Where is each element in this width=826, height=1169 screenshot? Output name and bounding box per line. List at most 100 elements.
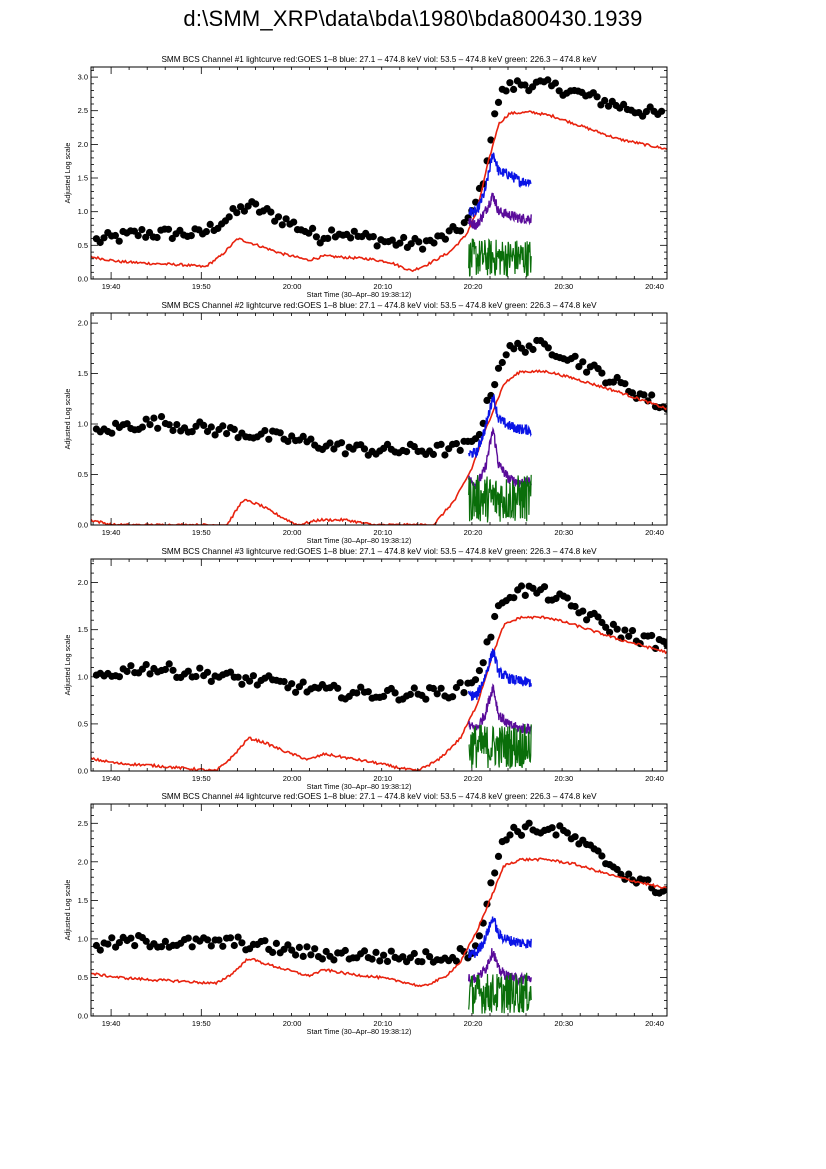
series-black bbox=[92, 76, 666, 253]
data-point bbox=[146, 421, 154, 429]
data-point bbox=[529, 345, 537, 354]
data-point bbox=[502, 836, 510, 844]
data-point bbox=[517, 582, 526, 590]
data-point bbox=[305, 229, 313, 237]
data-point bbox=[510, 594, 518, 602]
data-point bbox=[307, 435, 315, 443]
data-point bbox=[230, 941, 238, 950]
data-point bbox=[223, 430, 231, 438]
x-tick-label: 20:10 bbox=[373, 528, 392, 537]
data-point bbox=[288, 680, 296, 688]
data-point bbox=[203, 668, 212, 676]
data-point bbox=[350, 227, 358, 235]
data-point bbox=[644, 397, 652, 405]
data-point bbox=[219, 942, 227, 950]
data-point bbox=[288, 946, 296, 954]
y-tick-label: 0.5 bbox=[78, 719, 88, 728]
x-axis-label: Start Time (30–Apr–80 19:38:12) bbox=[307, 1027, 412, 1036]
series-blue bbox=[468, 152, 532, 217]
series-blue bbox=[468, 648, 532, 701]
y-axis-label: Adjusted Log scale bbox=[63, 635, 72, 696]
data-point bbox=[529, 584, 537, 592]
data-point bbox=[606, 628, 614, 636]
data-point bbox=[475, 667, 483, 675]
data-point bbox=[514, 339, 522, 347]
data-point bbox=[299, 678, 307, 686]
data-point bbox=[276, 429, 284, 437]
chart-panel-1: SMM BCS Channel #1 lightcurve red:GOES 1… bbox=[63, 55, 668, 299]
data-point bbox=[157, 943, 166, 951]
data-point bbox=[164, 225, 173, 233]
data-point bbox=[383, 440, 392, 448]
x-tick-label: 20:00 bbox=[283, 774, 302, 783]
data-point bbox=[621, 626, 629, 634]
data-point bbox=[471, 676, 480, 684]
x-tick-label: 20:10 bbox=[373, 774, 392, 783]
data-point bbox=[494, 98, 503, 106]
plot-frame bbox=[90, 312, 668, 526]
data-point bbox=[491, 612, 499, 621]
data-point bbox=[299, 432, 307, 440]
x-tick-label: 19:50 bbox=[192, 1019, 211, 1028]
plot-frame bbox=[90, 558, 668, 772]
x-tick-label: 20:10 bbox=[373, 1019, 392, 1028]
x-tick-label: 20:00 bbox=[283, 282, 302, 291]
data-point bbox=[430, 239, 438, 247]
y-tick-label: 2.5 bbox=[78, 819, 88, 828]
data-point bbox=[127, 662, 135, 670]
series-black bbox=[92, 819, 667, 966]
data-point bbox=[238, 939, 246, 947]
data-point bbox=[410, 949, 418, 958]
data-point bbox=[521, 81, 529, 89]
data-point bbox=[240, 207, 248, 215]
y-tick-label: 2.0 bbox=[78, 319, 88, 328]
data-point bbox=[594, 847, 602, 855]
series-green bbox=[468, 972, 532, 1014]
y-axis-label: Adjusted Log scale bbox=[63, 389, 72, 450]
data-point bbox=[187, 232, 195, 240]
y-tick-label: 0.0 bbox=[78, 521, 88, 530]
y-tick-label: 1.0 bbox=[78, 934, 88, 943]
data-point bbox=[211, 431, 219, 439]
data-point bbox=[625, 870, 633, 878]
data-point bbox=[312, 233, 320, 241]
data-point bbox=[583, 368, 591, 376]
data-point bbox=[184, 934, 192, 942]
data-point bbox=[290, 218, 298, 226]
data-point bbox=[544, 76, 552, 84]
data-point bbox=[292, 688, 300, 696]
data-point bbox=[330, 956, 338, 964]
data-point bbox=[525, 819, 533, 827]
data-point bbox=[604, 102, 613, 110]
data-point bbox=[134, 232, 142, 240]
x-tick-label: 20:30 bbox=[554, 1019, 573, 1028]
data-point bbox=[449, 693, 457, 701]
chart-panel-3: SMM BCS Channel #3 lightcurve red:GOES 1… bbox=[63, 547, 668, 791]
plot-frame bbox=[90, 803, 668, 1017]
data-point bbox=[644, 876, 652, 884]
data-point bbox=[353, 689, 361, 697]
data-point bbox=[115, 939, 123, 947]
data-point bbox=[267, 208, 275, 216]
y-axis-label: Adjusted Log scale bbox=[63, 143, 72, 204]
data-point bbox=[429, 684, 437, 693]
data-point bbox=[328, 226, 336, 234]
x-tick-label: 20:30 bbox=[554, 528, 573, 537]
chart-title: SMM BCS Channel #4 lightcurve red:GOES 1… bbox=[161, 792, 597, 801]
data-point bbox=[575, 363, 583, 371]
x-tick-label: 19:40 bbox=[102, 1019, 121, 1028]
plot-area bbox=[91, 336, 667, 525]
x-tick-label: 20:10 bbox=[373, 282, 392, 291]
data-point bbox=[433, 690, 441, 698]
data-point bbox=[620, 100, 628, 108]
data-point bbox=[418, 958, 426, 966]
x-axis-label: Start Time (30–Apr–80 19:38:12) bbox=[307, 290, 412, 299]
data-point bbox=[602, 623, 610, 631]
data-point bbox=[426, 953, 434, 961]
series-red bbox=[91, 110, 667, 273]
data-point bbox=[658, 107, 666, 115]
data-point bbox=[299, 952, 307, 961]
data-point bbox=[131, 942, 139, 950]
data-point bbox=[284, 437, 292, 445]
y-tick-label: 2.5 bbox=[78, 106, 88, 115]
